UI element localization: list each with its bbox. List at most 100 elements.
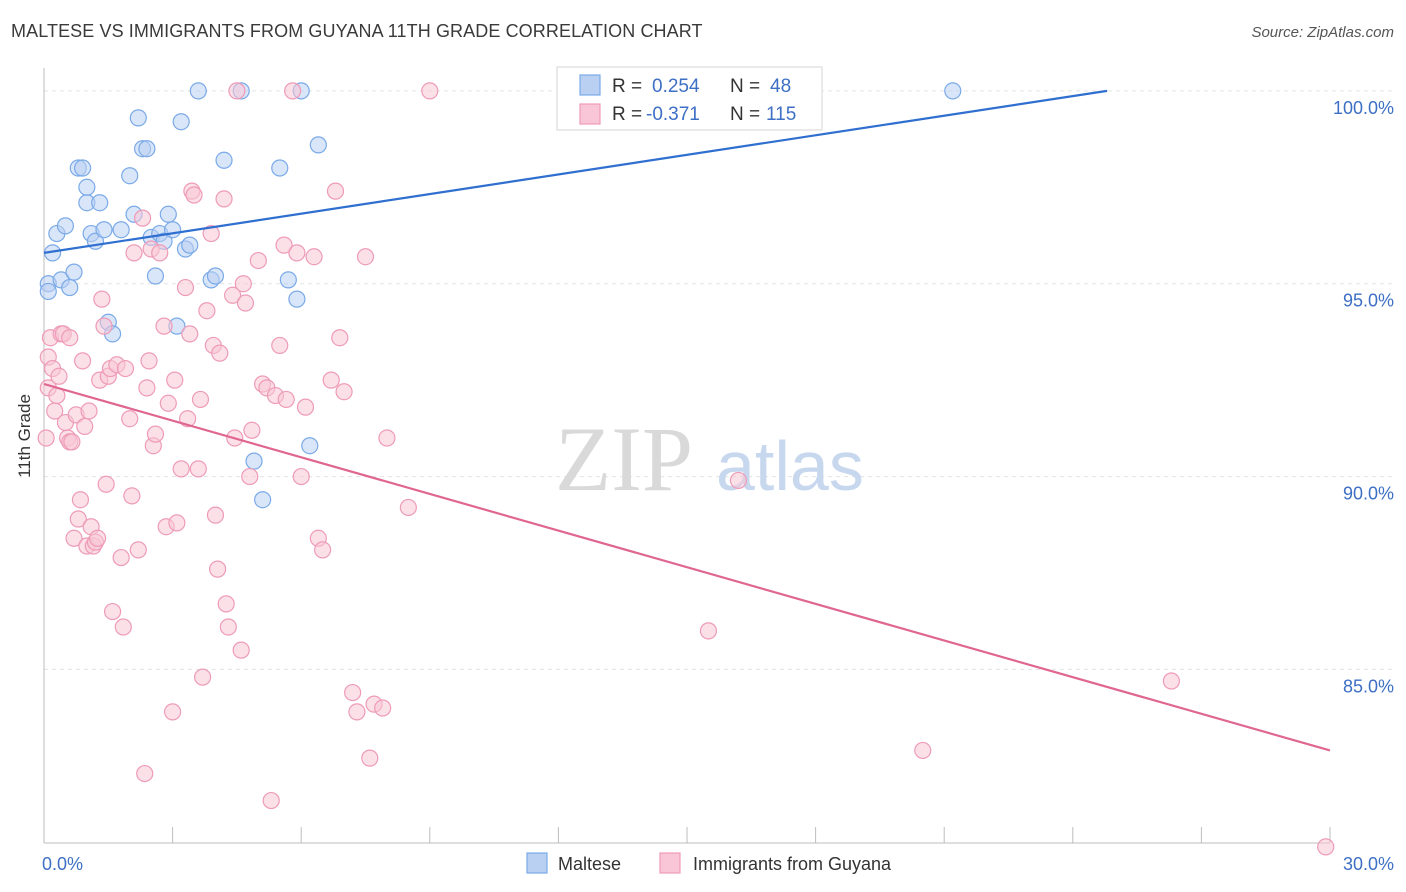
guyana-point-39 — [125, 244, 143, 262]
chart-title: MALTESE VS IMMIGRANTS FROM GUYANA 11TH G… — [11, 21, 703, 41]
maltese-points — [39, 82, 962, 509]
guyana-point-77 — [234, 275, 252, 293]
maltese-point-11 — [78, 178, 96, 196]
maltese-point-6 — [61, 278, 79, 297]
guyana-point-28 — [95, 317, 113, 335]
guyana-point-29 — [97, 475, 115, 493]
guyana-point-54 — [168, 514, 186, 532]
guyana-point-86 — [271, 336, 289, 355]
guyana-point-113 — [1317, 838, 1335, 856]
maltese-point-7 — [65, 263, 83, 281]
guyana-point-112 — [1162, 672, 1180, 690]
maltese-point-14 — [91, 194, 109, 212]
guyana-point-56 — [176, 278, 195, 297]
guyana-point-103 — [361, 749, 379, 767]
bottom-legend: Maltese Immigrants from Guyana — [526, 852, 892, 874]
bottom-legend-label-maltese: Maltese — [558, 854, 621, 874]
guyana-point-105 — [374, 699, 392, 717]
trend-lines — [43, 89, 1331, 752]
guyana-point-110 — [729, 471, 748, 490]
maltese-point-39 — [245, 452, 263, 470]
y-tick-label-0: 100.0% — [1333, 98, 1394, 118]
legend-r-value-1: 0.254 — [652, 76, 700, 97]
guyana-point-55 — [172, 460, 190, 478]
guyana-point-91 — [292, 467, 310, 486]
x-tick-labels: 0.0% 30.0% — [42, 854, 1394, 874]
y-tick-label-3: 85.0% — [1343, 676, 1394, 696]
x-tick-label-end: 30.0% — [1343, 854, 1394, 874]
guyana-point-75 — [228, 82, 246, 100]
guyana-point-16 — [69, 510, 87, 528]
maltese-point-18 — [112, 221, 130, 239]
guyana-point-67 — [206, 506, 225, 524]
guyana-trend-line — [43, 382, 1331, 752]
guyana-point-60 — [185, 186, 203, 204]
guyana-point-106 — [378, 429, 396, 447]
guyana-point-52 — [164, 703, 182, 721]
guyana-point-89 — [284, 82, 302, 100]
guyana-point-41 — [133, 209, 152, 227]
guyana-point-37 — [121, 410, 139, 428]
gridlines — [44, 90, 1394, 670]
y-axis-label: 11th Grade — [15, 394, 34, 478]
chart-source: Source: ZipAtlas.com — [1251, 24, 1394, 41]
legend-r-label-2: R = — [612, 104, 642, 125]
guyana-point-43 — [138, 379, 156, 397]
y-tick-label-2: 90.0% — [1343, 484, 1394, 504]
guyana-point-92 — [296, 398, 315, 416]
guyana-point-21 — [80, 402, 98, 420]
maltese-point-41 — [271, 159, 289, 177]
legend-n-value-2: 115 — [766, 104, 796, 125]
maltese-point-34 — [189, 82, 207, 100]
guyana-point-42 — [136, 764, 154, 783]
top-legend: R = 0.254 N = 48 R = -0.371 N = 115 — [556, 66, 823, 131]
guyana-point-80 — [243, 421, 261, 439]
guyana-point-49 — [155, 317, 173, 335]
maltese-point-31 — [172, 113, 190, 131]
legend-r-value-2: -0.371 — [646, 104, 700, 125]
guyana-point-7 — [50, 367, 68, 385]
maltese-point-33 — [181, 236, 199, 254]
maltese-point-47 — [944, 82, 962, 100]
guyana-point-65 — [202, 224, 220, 243]
maltese-point-15 — [95, 221, 113, 239]
legend-n-label-2: N = — [730, 104, 760, 125]
guyana-point-95 — [314, 541, 332, 559]
guyana-points — [37, 82, 1335, 856]
y-tick-label-1: 95.0% — [1343, 291, 1394, 311]
guyana-point-108 — [421, 82, 439, 100]
guyana-point-71 — [217, 595, 235, 613]
maltese-point-40 — [254, 491, 272, 509]
bottom-legend-swatch-guyana — [659, 852, 681, 874]
guyana-point-19 — [76, 417, 94, 436]
guyana-point-93 — [305, 248, 323, 266]
maltese-point-46 — [309, 136, 327, 154]
guyana-point-99 — [335, 383, 353, 401]
maltese-point-9 — [73, 159, 92, 177]
legend-n-label-1: N = — [730, 76, 760, 97]
guyana-point-34 — [112, 548, 130, 567]
guyana-point-70 — [215, 190, 233, 208]
guyana-point-58 — [181, 325, 199, 343]
maltese-point-5 — [56, 217, 75, 235]
maltese-point-45 — [301, 437, 319, 455]
watermark: ZIP atlas — [555, 408, 864, 510]
guyana-point-97 — [326, 182, 345, 200]
guyana-point-96 — [322, 371, 340, 389]
legend-swatch-maltese — [579, 74, 601, 96]
bottom-legend-swatch-maltese — [526, 852, 548, 874]
maltese-point-25 — [146, 267, 165, 285]
maltese-point-1 — [39, 282, 57, 301]
guyana-point-36 — [116, 359, 135, 378]
guyana-point-81 — [249, 251, 267, 270]
legend-n-value-1: 48 — [770, 76, 791, 97]
guyana-point-13 — [63, 433, 81, 451]
guyana-point-62 — [191, 390, 210, 409]
guyana-point-111 — [914, 741, 932, 760]
maltese-point-42 — [279, 271, 297, 289]
y-tick-labels: 100.0% 95.0% 90.0% 85.0% — [1333, 98, 1394, 697]
maltese-trend-line — [43, 89, 1108, 254]
guyana-point-72 — [219, 618, 237, 636]
guyana-point-101 — [348, 703, 366, 721]
